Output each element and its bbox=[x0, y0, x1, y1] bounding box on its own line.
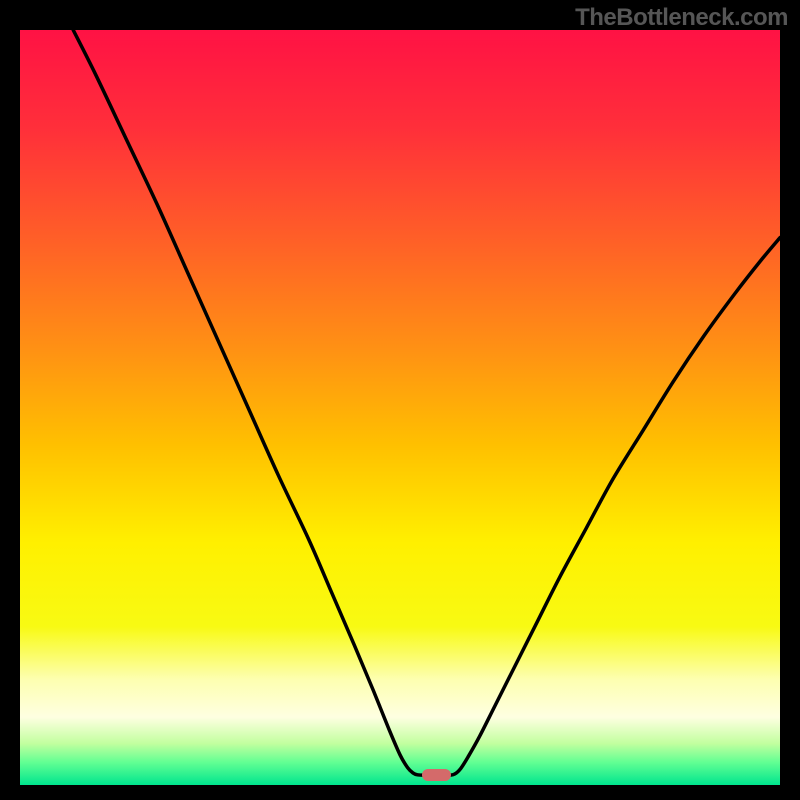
gradient-background bbox=[20, 30, 780, 785]
watermark-text: TheBottleneck.com bbox=[575, 4, 788, 32]
chart-svg bbox=[20, 30, 780, 785]
minimum-marker bbox=[422, 769, 450, 781]
plot-area bbox=[20, 30, 780, 785]
chart-outer-frame: TheBottleneck.com bbox=[0, 0, 800, 800]
